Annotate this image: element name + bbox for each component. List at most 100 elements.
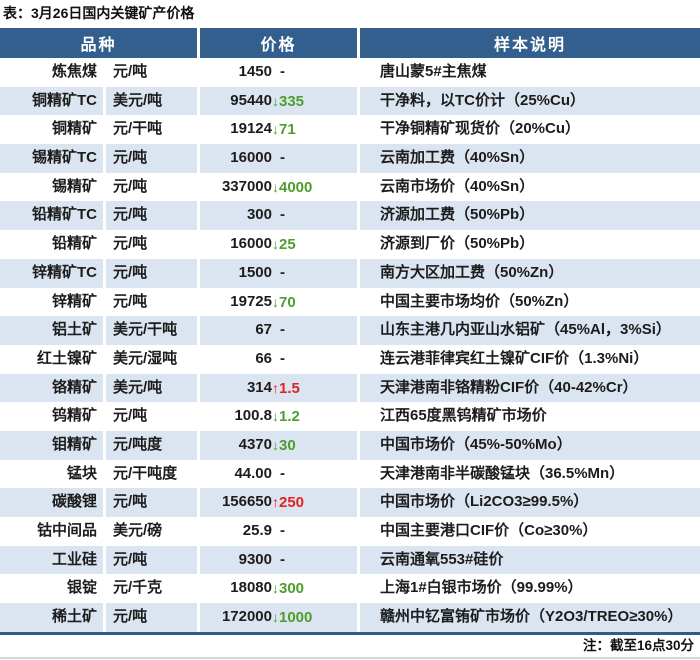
table-row: 炼焦煤 元/吨 1450 - 唐山蒙5#主焦煤 (0, 58, 700, 87)
table-row: 银锭 元/千克 18080 ↓300 上海1#白银市场价（99.99%） (0, 574, 700, 604)
sample-description: 天津港南非铬精粉CIF价（40-42%Cr） (360, 373, 700, 403)
commodity-name: 稀土矿 (0, 603, 103, 632)
sample-description: 山东主港几内亚山水铝矿（45%Al，3%Si） (360, 316, 700, 345)
sample-description: 中国主要港口CIF价（Co≥30%） (360, 517, 700, 546)
table-row: 钼精矿 元/吨度 4370 ↓30 中国市场价（45%-50%Mo） (0, 430, 700, 460)
column-divider (357, 344, 360, 374)
change-down-arrow-icon: ↓ (272, 609, 279, 626)
table-row: 铬精矿 美元/吨 314 ↑1.5 天津港南非铬精粉CIF价（40-42%Cr） (0, 373, 700, 403)
commodity-unit: 美元/磅 (106, 517, 197, 546)
change-down-arrow-icon: ↓ (272, 236, 279, 253)
column-divider (197, 258, 200, 288)
change-down-arrow-icon: ↓ (272, 580, 279, 597)
column-divider (357, 517, 360, 546)
column-divider (197, 316, 200, 345)
column-divider (357, 58, 360, 87)
price-table: 品种 价格 样本说明 炼焦煤 元/吨 1450 - 唐山蒙5#主焦煤 铜精矿TC… (0, 28, 700, 632)
commodity-name: 铜精矿TC (0, 86, 103, 116)
price-change: ↓335 (272, 92, 305, 110)
commodity-name: 铝土矿 (0, 316, 103, 345)
page-edge-line (0, 656, 700, 659)
table-row: 锌精矿 元/吨 19725 ↓70 中国主要市场均价（50%Zn） (0, 287, 700, 317)
commodity-name: 炼焦煤 (0, 58, 103, 87)
price-value: 300 (246, 206, 272, 224)
sample-description: 济源到厂价（50%Pb） (360, 230, 700, 259)
column-divider (357, 430, 360, 460)
column-divider (357, 402, 360, 431)
price-cell: 100.8 ↓1.2 (200, 402, 357, 431)
price-value: 337000 (221, 177, 272, 195)
sample-description: 连云港菲律宾红土镍矿CIF价（1.3%Ni） (360, 344, 700, 374)
column-divider (357, 316, 360, 345)
sample-description: 云南加工费（40%Sn） (360, 144, 700, 173)
price-change: - (280, 149, 285, 167)
commodity-unit: 美元/吨 (106, 373, 197, 403)
price-cell: 66 - (200, 344, 357, 374)
column-divider (357, 459, 360, 489)
column-divider (103, 430, 106, 460)
price-value: 4370 (238, 435, 272, 453)
column-divider (357, 574, 360, 604)
price-cell: 314 ↑1.5 (200, 373, 357, 403)
price-value: 66 (255, 349, 272, 367)
column-divider (197, 402, 200, 431)
commodity-unit: 元/吨 (106, 58, 197, 87)
column-divider (357, 230, 360, 259)
price-value: 16000 (230, 235, 272, 253)
price-value: 172000 (221, 608, 272, 626)
commodity-name: 铬精矿 (0, 373, 103, 403)
price-cell: 337000 ↓4000 (200, 172, 357, 202)
commodity-unit: 美元/干吨 (106, 316, 197, 345)
price-change: - (280, 263, 285, 281)
commodity-name: 钼精矿 (0, 430, 103, 460)
price-change: ↓70 (272, 293, 296, 311)
column-divider (197, 459, 200, 489)
price-change: - (280, 63, 285, 80)
price-change: - (280, 550, 285, 568)
table-bottom-rule (0, 631, 700, 635)
table-row: 铅精矿 元/吨 16000 ↓25 济源到厂价（50%Pb） (0, 230, 700, 259)
column-divider (197, 430, 200, 460)
table-row: 工业硅 元/吨 9300 - 云南通氧553#硅价 (0, 545, 700, 575)
header-sample-description: 样本说明 (360, 28, 700, 58)
sample-description: 中国市场价（Li2CO3≥99.5%） (360, 488, 700, 517)
price-cell: 67 - (200, 316, 357, 345)
price-change: ↓30 (272, 436, 296, 454)
price-cell: 16000 ↓25 (200, 230, 357, 259)
price-value: 25.9 (242, 522, 272, 539)
price-value: 18080 (230, 579, 272, 597)
sample-description: 干净铜精矿现货价（20%Cu） (360, 115, 700, 145)
column-divider (103, 373, 106, 403)
commodity-name: 红土镍矿 (0, 344, 103, 374)
change-up-arrow-icon: ↑ (272, 494, 279, 511)
price-change: ↑1.5 (272, 379, 300, 397)
column-divider (103, 402, 106, 431)
column-divider (103, 517, 106, 546)
price-value: 19725 (230, 292, 272, 310)
commodity-name: 银锭 (0, 574, 103, 604)
price-change: - (280, 349, 285, 367)
commodity-unit: 元/吨 (106, 545, 197, 575)
commodity-unit: 元/吨 (106, 144, 197, 173)
column-divider (357, 28, 360, 58)
commodity-unit: 元/吨 (106, 402, 197, 431)
commodity-unit: 元/吨 (106, 287, 197, 317)
column-divider (197, 28, 200, 58)
table-row: 红土镍矿 美元/湿吨 66 - 连云港菲律宾红土镍矿CIF价（1.3%Ni） (0, 344, 700, 374)
price-cell: 95440 ↓335 (200, 86, 357, 116)
commodity-name: 锌精矿TC (0, 258, 103, 288)
commodity-unit: 元/千克 (106, 574, 197, 604)
price-change: ↑250 (272, 494, 305, 512)
sample-description: 江西65度黑钨精矿市场价 (360, 402, 700, 431)
column-divider (357, 86, 360, 116)
price-change: - (280, 464, 285, 482)
price-change: - (280, 522, 285, 539)
price-change: ↓4000 (272, 178, 313, 196)
column-divider (103, 316, 106, 345)
price-value: 156650 (221, 493, 272, 511)
price-cell: 19725 ↓70 (200, 287, 357, 317)
page-title: 表：3月26日国内关键矿产价格 (3, 5, 195, 21)
column-divider (357, 144, 360, 173)
column-divider (103, 144, 106, 173)
column-divider (357, 115, 360, 145)
